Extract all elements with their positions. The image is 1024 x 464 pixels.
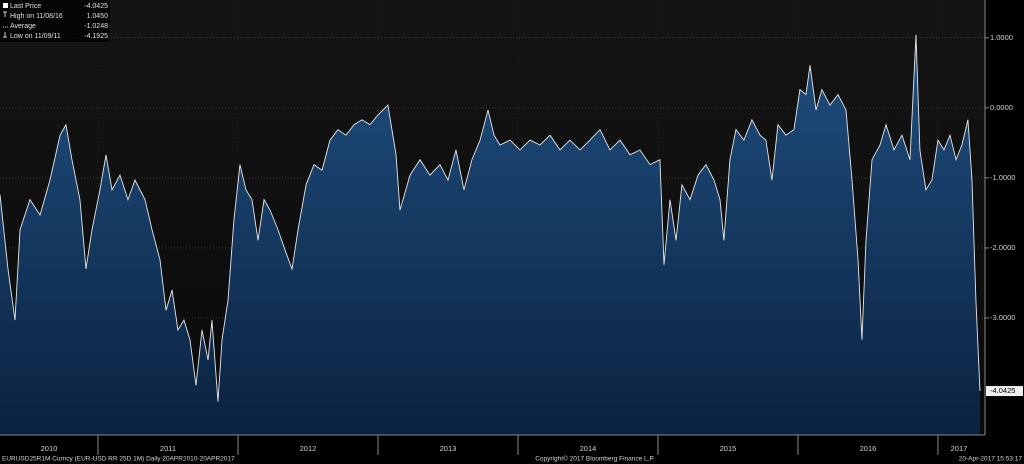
legend-value: 1.0450 (87, 13, 109, 20)
x-tick-label: 2012 (300, 444, 317, 453)
footer-timestamp: 20-Apr-2017 15:53:17 (959, 456, 1023, 463)
last-price-box (986, 386, 1023, 397)
x-tick-label: 2013 (440, 444, 457, 453)
legend-icon (3, 3, 8, 8)
y-tick-label: 1.0000 (990, 33, 1013, 42)
x-tick-label: 2017 (951, 444, 968, 453)
x-tick-label: 2011 (160, 444, 176, 453)
y-tick-label: -3.0000 (990, 313, 1015, 322)
legend-value: -4.1925 (84, 33, 108, 40)
legend-label: Low on 11/09/11 (10, 33, 61, 40)
legend-label: Average (10, 23, 36, 30)
last-price-label: -4.0425 (990, 386, 1015, 395)
y-tick-label: 0.0000 (990, 103, 1013, 112)
x-tick-label: 2014 (580, 444, 597, 453)
legend-icon (3, 11, 7, 17)
x-tick-label: 2010 (41, 444, 58, 453)
x-tick-label: 2015 (720, 444, 737, 453)
legend-label: Last Price (10, 3, 41, 10)
y-tick-label: -1.0000 (990, 173, 1015, 182)
y-tick-label: -2.0000 (990, 243, 1015, 252)
legend-icon (3, 32, 7, 38)
footer-ticker: EURUSD25R1M Curncy (EUR-USD RR 25D 1M) D… (2, 456, 235, 463)
price-line (0, 34, 981, 402)
legend-value: -4.0425 (84, 3, 108, 10)
legend-box (0, 0, 110, 42)
legend-label: High on 11/08/16 (10, 13, 63, 20)
footer-copyright: Copyright© 2017 Bloomberg Finance L.P. (535, 455, 655, 463)
x-tick-label: 2016 (860, 444, 877, 453)
legend-value: -1.0248 (84, 23, 108, 30)
